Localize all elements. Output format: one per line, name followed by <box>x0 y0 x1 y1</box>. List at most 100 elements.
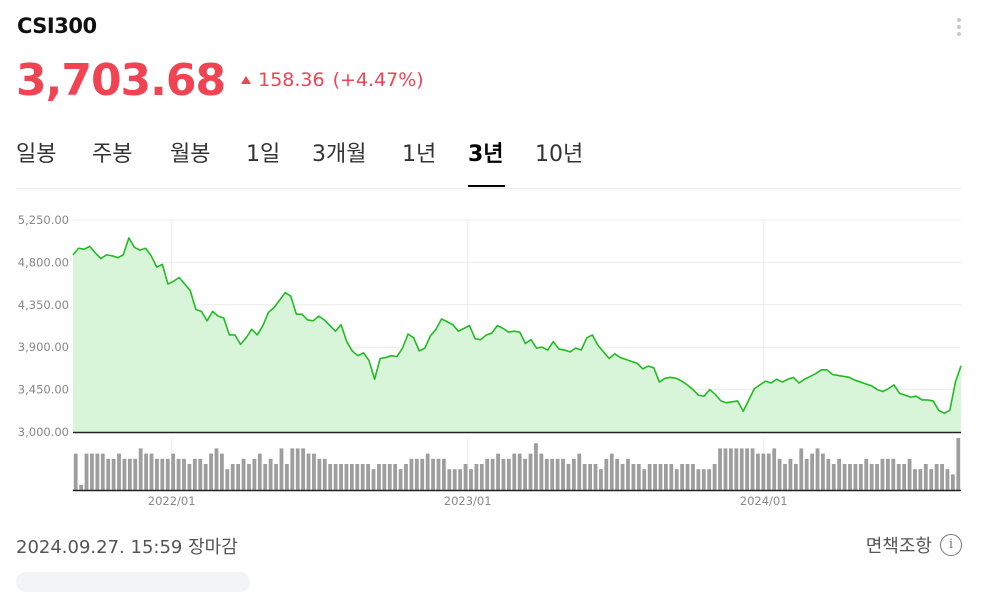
volume-bar <box>718 448 722 490</box>
volume-bar <box>739 448 744 490</box>
volume-bar <box>90 453 94 490</box>
volume-bar <box>712 464 717 490</box>
volume-bar <box>837 458 842 490</box>
tab-daily[interactable]: 일봉 <box>16 142 57 167</box>
volume-bar <box>858 464 863 490</box>
volume-bar <box>496 453 500 490</box>
volume-bar <box>328 464 333 490</box>
volume-bar <box>831 464 836 490</box>
volume-bar <box>165 458 170 490</box>
volume-bar <box>680 464 685 490</box>
tab-weekly[interactable]: 주봉 <box>92 142 133 167</box>
volume-bar <box>658 464 663 490</box>
volume-bar <box>929 469 934 490</box>
volume-bar <box>409 458 414 490</box>
volume-bar <box>344 464 349 490</box>
volume-bar <box>539 453 544 490</box>
volume-bar <box>523 458 528 490</box>
volume-bar <box>766 453 771 490</box>
volume-bar <box>171 453 176 490</box>
volume-bar <box>555 458 560 490</box>
disclaimer-link[interactable]: 면책조항 i <box>866 532 962 558</box>
volume-bar <box>544 458 549 490</box>
volume-bar <box>869 464 874 490</box>
volume-bar <box>485 458 490 490</box>
volume-bar <box>144 453 148 490</box>
volume-bar <box>425 453 430 490</box>
volume-bar <box>588 464 592 490</box>
volume-bar <box>561 458 565 490</box>
volume-bar <box>566 464 571 490</box>
volume-bar <box>220 453 224 490</box>
volume-bar <box>79 484 84 490</box>
volume-bar <box>934 464 939 490</box>
volume-bar <box>138 448 143 490</box>
volume-bar <box>783 464 787 490</box>
volume-bar <box>366 464 370 490</box>
volume-bar <box>761 453 766 490</box>
volume-bar <box>149 453 154 490</box>
volume-bar <box>745 448 750 490</box>
volume-bar <box>127 458 132 490</box>
info-icon[interactable]: i <box>940 534 962 556</box>
volume-bar <box>517 453 522 490</box>
volume-bar <box>691 464 695 490</box>
volume-bar <box>268 458 273 490</box>
tab-3year[interactable]: 3년 <box>468 142 504 167</box>
volume-bar <box>295 448 300 490</box>
more-options-icon[interactable] <box>952 18 966 42</box>
volume-bar <box>501 458 506 490</box>
volume-bar <box>734 448 739 490</box>
tab-1day[interactable]: 1일 <box>246 142 281 167</box>
volume-bar <box>187 464 192 490</box>
volume-bar <box>73 453 78 490</box>
price-change: 158.36 (+4.47%) <box>241 69 424 91</box>
volume-bar <box>431 458 435 490</box>
tab-3month[interactable]: 3개월 <box>312 142 367 167</box>
volume-bar <box>360 464 365 490</box>
volume-bar <box>945 469 950 490</box>
volume-bar <box>322 458 327 490</box>
x-tick-label: 2023/01 <box>444 494 492 508</box>
volume-bar <box>902 464 907 490</box>
volume-bar <box>176 458 181 490</box>
volume-bar <box>512 453 517 490</box>
volume-bar <box>685 464 690 490</box>
volume-bar <box>236 464 241 490</box>
volume-bar <box>301 448 306 490</box>
tabs-divider <box>16 188 961 189</box>
y-tick-label: 3,000.00 <box>18 425 69 439</box>
volume-bar <box>674 469 679 490</box>
volume-bar <box>333 464 338 490</box>
disclaimer-label: 면책조항 <box>865 536 932 557</box>
volume-bar <box>469 469 473 490</box>
tab-1year[interactable]: 1년 <box>402 142 437 167</box>
volume-bar <box>777 458 782 490</box>
volume-bar <box>479 464 484 490</box>
x-tick-label: 2022/01 <box>148 494 196 508</box>
volume-bar <box>582 464 587 490</box>
volume-bar <box>209 453 213 490</box>
volume-bar <box>284 464 289 490</box>
volume-bar <box>458 469 463 490</box>
volume-bar <box>950 474 955 490</box>
volume-bar <box>442 458 446 490</box>
volume-bar <box>821 453 825 490</box>
volume-bar <box>891 458 896 490</box>
volume-bar <box>398 469 403 490</box>
volume-bar <box>848 464 852 490</box>
x-tick-label: 2024/01 <box>740 494 788 508</box>
volume-bar <box>463 464 468 490</box>
volume-bar <box>804 458 809 490</box>
volume-bar <box>636 464 641 490</box>
y-tick-label: 4,350.00 <box>18 298 69 312</box>
price-chart[interactable]: 5,250.00 4,800.00 4,350.00 3,900.00 3,450.00… <box>0 200 981 520</box>
volume-bar <box>506 458 511 490</box>
y-tick-label: 3,900.00 <box>18 340 69 354</box>
volume-bar <box>923 464 928 490</box>
tab-10year[interactable]: 10년 <box>535 142 584 167</box>
volume-bar <box>664 464 668 490</box>
volume-bar <box>447 469 452 490</box>
volume-bar <box>404 464 408 490</box>
tab-monthly[interactable]: 월봉 <box>170 142 211 167</box>
